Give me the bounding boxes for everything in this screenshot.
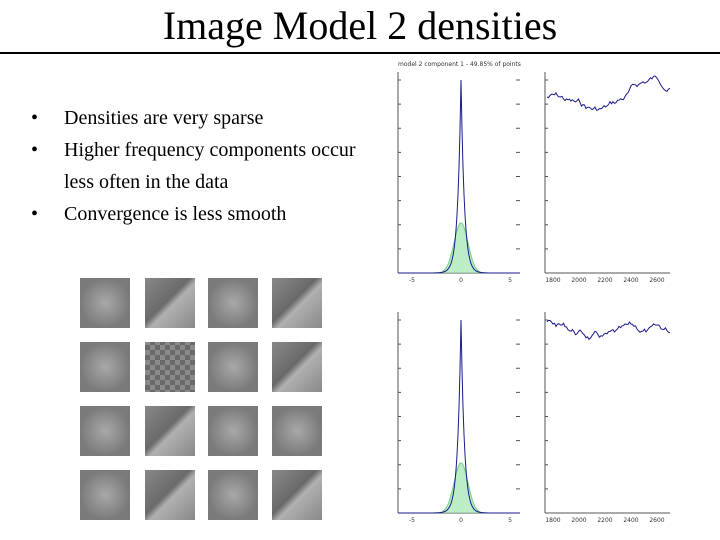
slide-title: Image Model 2 densities bbox=[162, 3, 558, 48]
trace-line bbox=[546, 319, 671, 341]
image-patch bbox=[145, 342, 195, 392]
image-patch bbox=[272, 342, 322, 392]
image-patch bbox=[272, 406, 322, 456]
image-patch bbox=[145, 470, 195, 520]
image-patch bbox=[272, 278, 322, 328]
x-tick-label: 2000 bbox=[571, 517, 586, 524]
x-tick-label: 2600 bbox=[649, 277, 664, 284]
image-patch bbox=[80, 342, 130, 392]
x-tick-label: 0 bbox=[459, 277, 463, 284]
image-patch bbox=[208, 406, 258, 456]
trace-line bbox=[546, 75, 671, 111]
x-tick-label: 2600 bbox=[649, 517, 664, 524]
bullet: Higher frequency components occur less o… bbox=[28, 134, 358, 198]
bullet-list: Densities are very sparse Higher frequen… bbox=[28, 102, 358, 230]
plot-caption: model 2 component 1 - 49.85% of points bbox=[398, 61, 521, 68]
image-patch bbox=[208, 470, 258, 520]
image-patch bbox=[145, 406, 195, 456]
image-patch bbox=[80, 470, 130, 520]
x-tick-label: -5 bbox=[409, 277, 415, 284]
density-curve bbox=[398, 319, 520, 514]
x-tick-label: -5 bbox=[409, 517, 415, 524]
bullet: Convergence is less smooth bbox=[28, 198, 358, 230]
image-patch bbox=[80, 406, 130, 456]
bullet: Densities are very sparse bbox=[28, 102, 358, 134]
image-patch bbox=[272, 470, 322, 520]
x-tick-label: 2000 bbox=[571, 277, 586, 284]
x-tick-label: 1800 bbox=[545, 517, 560, 524]
title-rule bbox=[0, 52, 720, 54]
x-tick-label: 2400 bbox=[623, 517, 638, 524]
x-tick-label: 2400 bbox=[623, 277, 638, 284]
x-tick-label: 0 bbox=[459, 517, 463, 524]
density-fit bbox=[398, 462, 520, 514]
density-curve bbox=[398, 79, 520, 274]
image-patch bbox=[208, 342, 258, 392]
x-tick-label: 1800 bbox=[545, 277, 560, 284]
image-patch bbox=[208, 278, 258, 328]
x-tick-label: 5 bbox=[508, 517, 512, 524]
image-patch bbox=[145, 278, 195, 328]
image-patch bbox=[80, 278, 130, 328]
density-fit bbox=[398, 222, 520, 274]
x-tick-label: 5 bbox=[508, 277, 512, 284]
x-tick-label: 2200 bbox=[597, 517, 612, 524]
x-tick-label: 2200 bbox=[597, 277, 612, 284]
